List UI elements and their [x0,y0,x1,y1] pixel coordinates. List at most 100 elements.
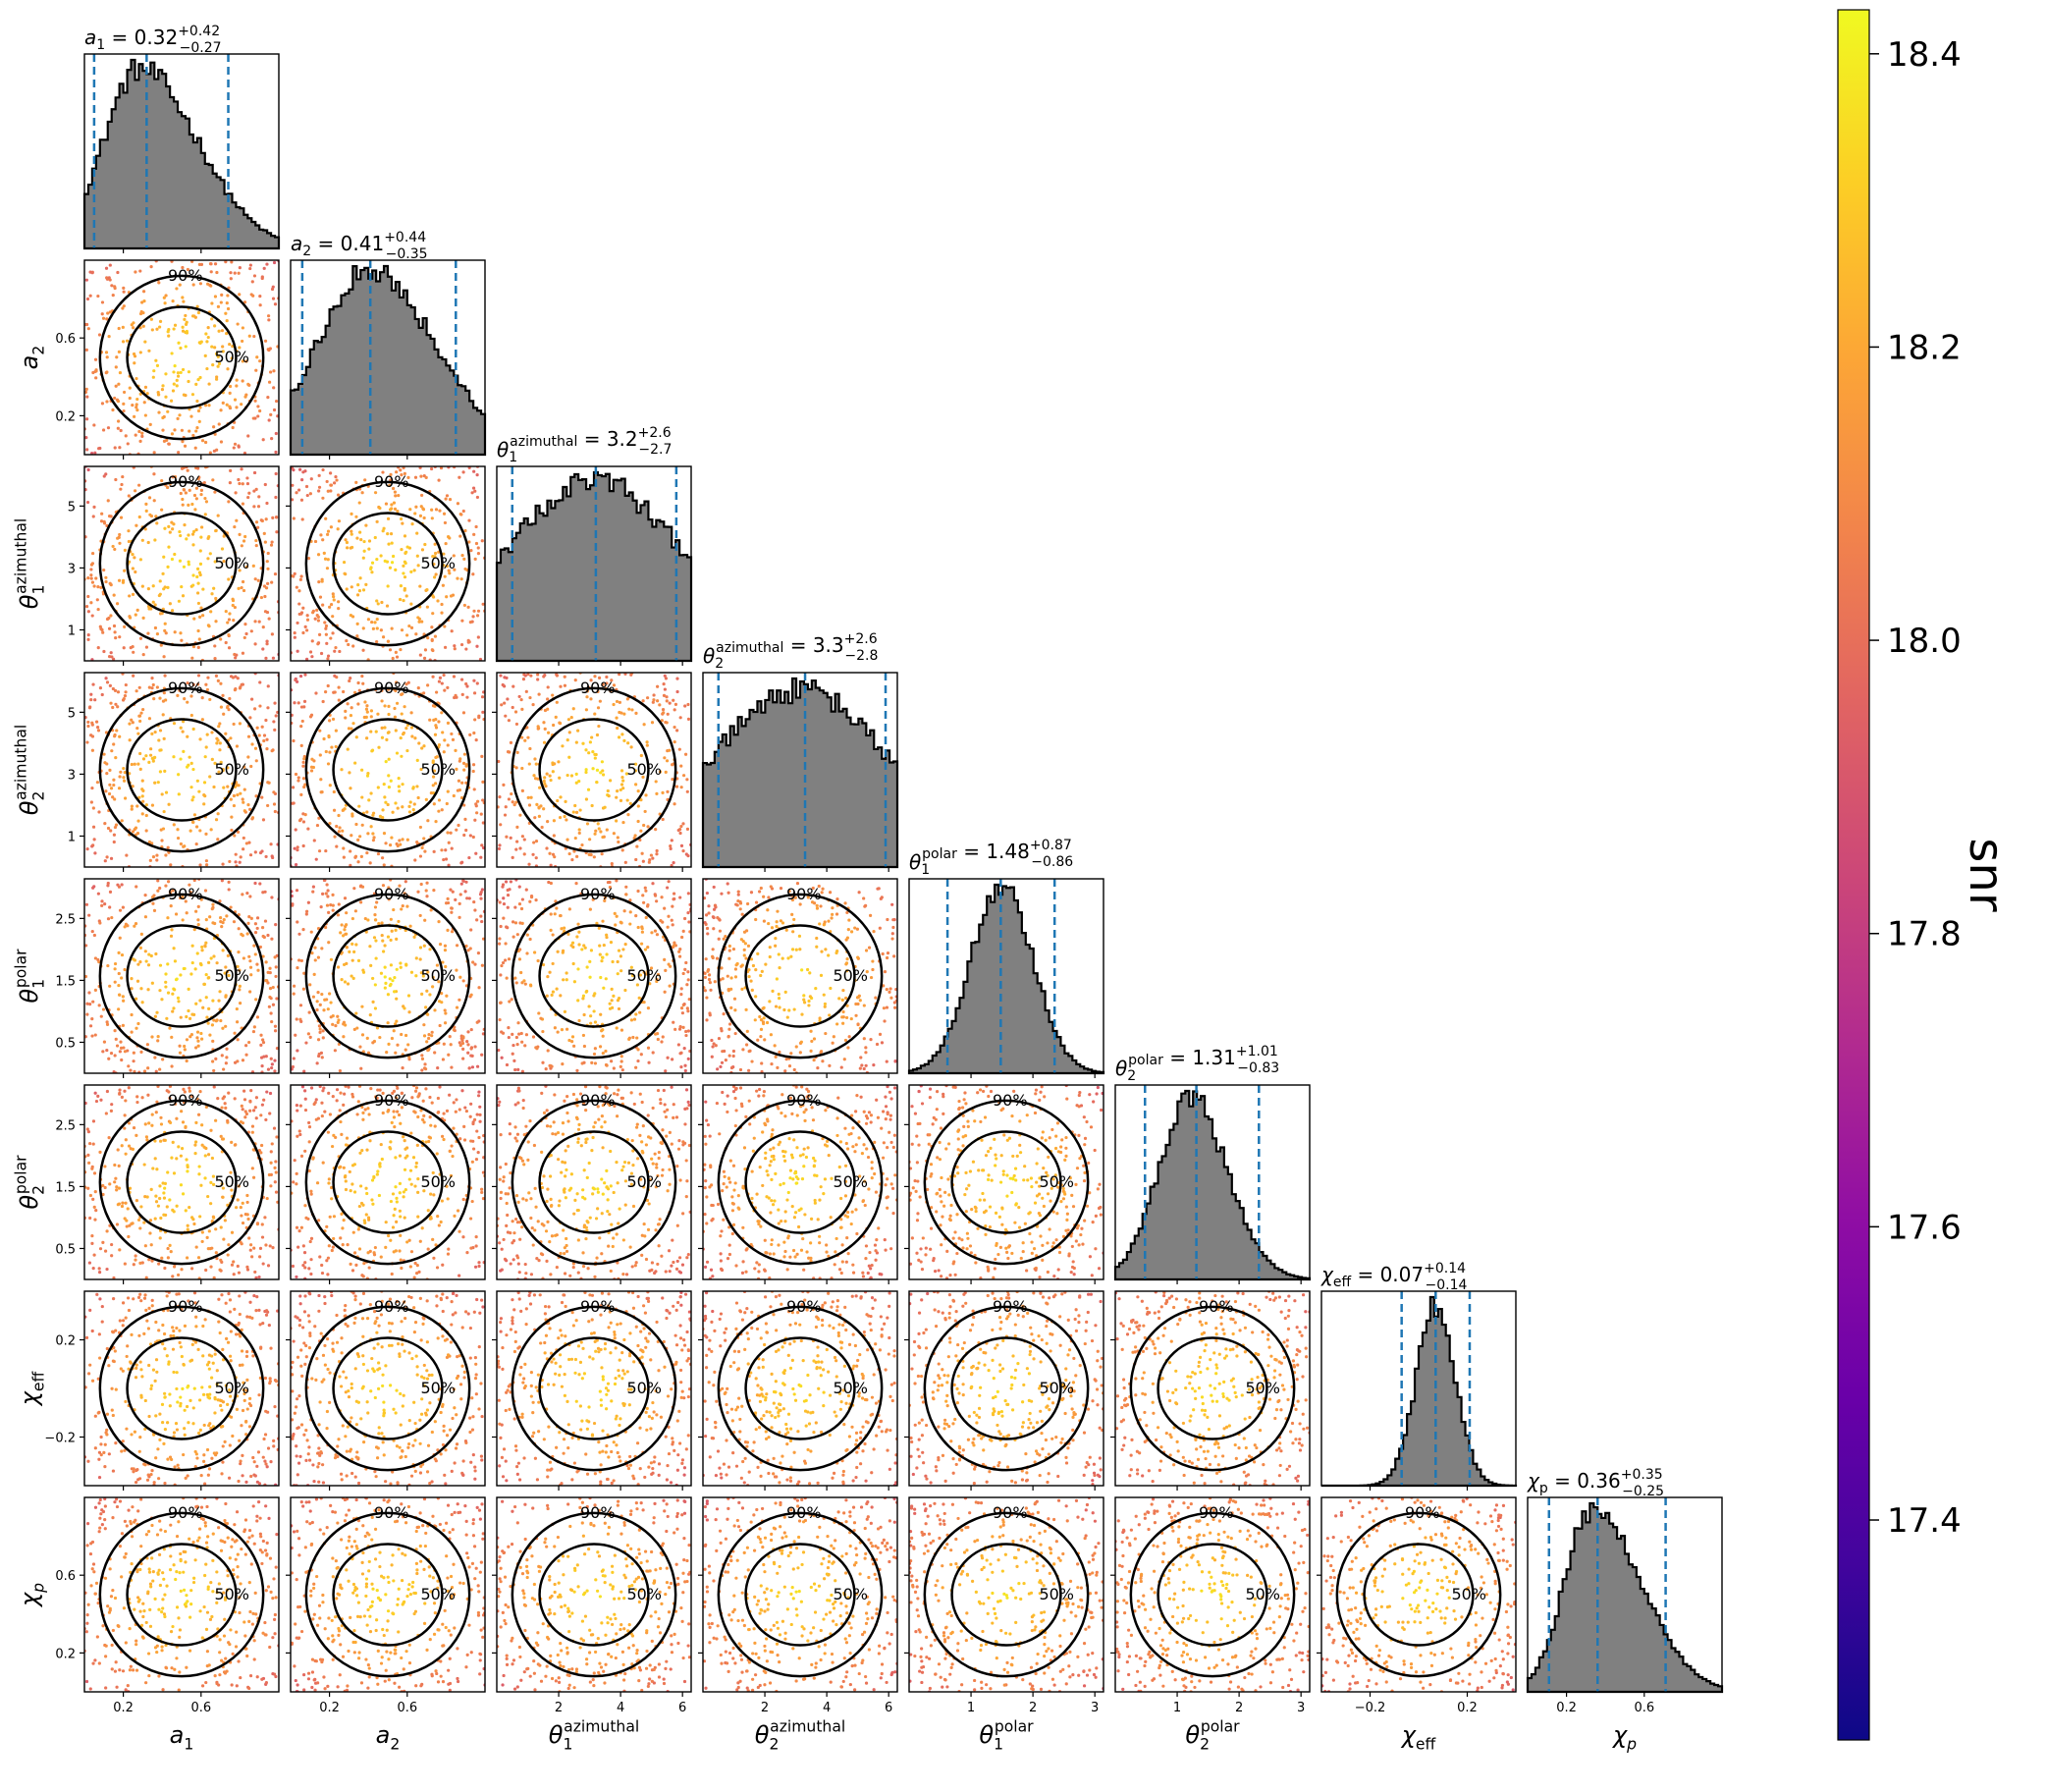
sample-point [450,1065,454,1069]
sample-point [252,470,257,475]
sample-point [378,1035,382,1040]
sample-point [121,340,126,344]
sample-point [404,1048,407,1052]
sample-point [241,502,245,506]
sample-point [554,899,558,903]
sample-point [273,1166,277,1170]
sample-point [301,843,305,848]
sample-point [255,1222,259,1226]
sample-point [105,1229,109,1233]
sample-point [198,737,202,741]
sample-point [346,702,350,706]
sample-point [164,395,168,399]
sample-point [250,742,254,746]
sample-point [375,1026,380,1030]
sample-point [242,539,246,543]
sample-point [464,828,468,833]
sample-point [160,1256,164,1260]
sample-point [108,768,112,772]
sample-point [132,1125,136,1130]
sample-point [214,1227,218,1231]
sample-point [751,963,756,968]
sample-point [542,675,546,679]
sample-point [451,890,455,894]
sample-point [135,804,139,808]
sample-point [134,270,137,274]
sample-point [245,476,249,480]
sample-point [810,900,815,904]
sample-point [393,490,398,494]
sample-point [144,813,148,818]
sample-point [199,525,204,529]
sample-point [269,1161,273,1165]
sample-point [93,956,97,960]
sample-point [274,450,278,455]
sample-point [90,451,94,455]
sample-point [792,1067,796,1072]
sample-point [622,712,626,716]
sample-point [563,683,567,687]
sample-point [582,1012,586,1017]
sample-point [147,840,151,844]
sample-point [245,1200,249,1205]
sample-point [264,718,268,723]
sample-point [154,358,158,362]
sample-point [823,1005,827,1008]
sample-point [329,957,334,961]
sample-point [107,626,112,630]
sample-point [362,539,366,544]
sample-point [294,1033,297,1037]
sample-point [165,1016,169,1020]
sample-point [204,832,208,836]
sample-point [130,1030,134,1034]
sample-point [686,702,690,707]
sample-point [408,508,412,512]
sample-point [775,920,779,924]
sample-point [94,576,98,580]
y-tick-label: 2.5 [55,912,76,927]
sample-point [687,920,691,924]
sample-point [228,612,232,616]
sample-point [198,549,202,553]
sample-point [113,1054,117,1058]
sample-point [628,922,632,926]
sample-point [204,1105,208,1110]
sample-point [613,911,617,915]
y-tick-label: 1.5 [55,1180,76,1195]
sample-point [224,640,228,645]
sample-point [575,935,579,939]
sample-point [626,741,630,745]
sample-point [619,954,622,958]
sample-point [450,930,455,934]
sample-point [233,398,238,402]
sample-point [436,1065,440,1070]
sample-point [172,1210,176,1214]
sample-point [302,757,306,761]
sample-point [443,1008,447,1012]
sample-point [218,722,222,726]
sample-point [843,1038,848,1043]
sample-point [151,584,155,588]
sample-point [273,701,277,705]
sample-point [437,809,441,813]
sample-point [251,564,255,568]
sample-point [317,816,321,820]
sample-point [688,1049,691,1054]
sample-point [551,933,555,937]
sample-point [368,861,372,865]
sample-point [235,518,239,522]
sample-point [354,515,358,518]
sample-point [200,696,204,700]
sample-point [214,596,218,601]
sample-point [147,952,151,956]
sample-point [191,543,195,547]
sample-point [388,648,393,652]
sample-point [774,944,778,948]
sample-point [799,1040,803,1044]
y-tick-label: 0.6 [55,332,76,347]
sample-point [170,432,175,436]
sample-point [296,1134,299,1138]
sample-point [377,921,381,926]
sample-point [243,395,247,399]
sample-point [315,823,320,828]
